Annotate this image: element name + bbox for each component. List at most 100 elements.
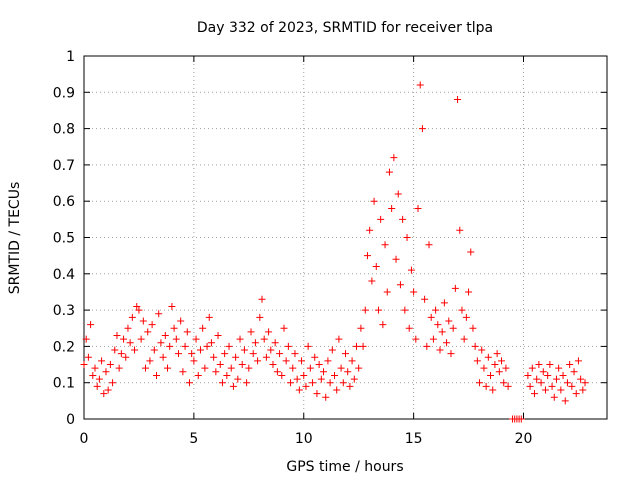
data-point bbox=[396, 281, 404, 289]
data-point bbox=[128, 313, 136, 321]
data-point bbox=[284, 342, 292, 350]
chart-title: Day 332 of 2023, SRMTID for receiver tlp… bbox=[197, 20, 493, 36]
data-point bbox=[410, 288, 418, 296]
data-point bbox=[159, 353, 167, 361]
data-point bbox=[146, 357, 154, 365]
y-axis-label: SRMTID / TECUs bbox=[7, 182, 23, 295]
data-point bbox=[530, 390, 538, 398]
data-point bbox=[170, 324, 178, 332]
data-point bbox=[276, 350, 284, 358]
data-point bbox=[401, 306, 409, 314]
y-tick-label: 0.9 bbox=[53, 85, 75, 101]
x-tick-label: 15 bbox=[405, 431, 423, 447]
data-point bbox=[150, 346, 158, 354]
data-point bbox=[465, 288, 473, 296]
data-point bbox=[227, 364, 235, 372]
x-tick-label: 10 bbox=[295, 431, 313, 447]
data-point bbox=[563, 379, 571, 387]
data-point bbox=[93, 382, 101, 390]
data-point bbox=[304, 342, 312, 350]
data-point bbox=[243, 379, 251, 387]
data-point bbox=[528, 364, 536, 372]
data-point bbox=[262, 353, 270, 361]
data-point bbox=[381, 241, 389, 249]
data-point bbox=[320, 368, 328, 376]
data-point bbox=[403, 234, 411, 241]
data-point bbox=[346, 382, 354, 390]
data-point bbox=[111, 346, 119, 354]
data-point bbox=[429, 335, 437, 343]
data-point bbox=[526, 382, 534, 390]
data-point bbox=[454, 96, 462, 104]
data-point bbox=[190, 357, 198, 365]
data-point bbox=[188, 350, 196, 358]
data-point bbox=[210, 353, 218, 361]
data-point bbox=[469, 324, 477, 332]
x-axis-label: GPS time / hours bbox=[286, 459, 403, 475]
data-point bbox=[566, 361, 574, 369]
data-point bbox=[317, 375, 325, 383]
data-point bbox=[436, 346, 444, 354]
y-tick-label: 0.2 bbox=[53, 339, 75, 355]
data-point bbox=[574, 357, 582, 365]
data-point bbox=[194, 371, 202, 379]
data-point bbox=[311, 353, 319, 361]
data-point bbox=[212, 368, 220, 376]
data-point bbox=[302, 382, 310, 390]
data-point bbox=[581, 379, 589, 387]
data-point bbox=[392, 255, 400, 263]
data-point bbox=[355, 364, 363, 372]
data-point bbox=[271, 339, 279, 347]
y-tick-label: 0.6 bbox=[53, 194, 75, 210]
data-point bbox=[126, 339, 134, 347]
data-point bbox=[570, 368, 578, 376]
data-point bbox=[495, 368, 503, 376]
data-point bbox=[399, 215, 407, 223]
data-point bbox=[493, 350, 501, 358]
data-point bbox=[374, 306, 382, 314]
x-tick-labels: 0 5 10 15 20 bbox=[80, 431, 533, 447]
data-point bbox=[183, 328, 191, 336]
data-point bbox=[467, 248, 475, 256]
data-point bbox=[471, 342, 479, 350]
data-point bbox=[287, 379, 295, 387]
data-point bbox=[124, 324, 132, 332]
data-point bbox=[407, 266, 415, 274]
data-point bbox=[480, 364, 488, 372]
data-point bbox=[117, 350, 125, 358]
data-point bbox=[557, 386, 565, 394]
data-point bbox=[225, 342, 233, 350]
data-point bbox=[256, 313, 264, 321]
data-point bbox=[539, 368, 547, 376]
data-point bbox=[172, 335, 180, 343]
data-point bbox=[524, 371, 532, 379]
data-point bbox=[460, 335, 468, 343]
y-tick-label: 0.5 bbox=[53, 231, 75, 247]
data-point bbox=[350, 375, 358, 383]
data-point bbox=[267, 346, 275, 354]
y-tick-label: 0.3 bbox=[53, 303, 75, 319]
data-point bbox=[335, 335, 343, 343]
data-point bbox=[326, 379, 334, 387]
data-point bbox=[443, 339, 451, 347]
data-point bbox=[385, 168, 393, 176]
data-point bbox=[377, 215, 385, 223]
data-point bbox=[177, 317, 185, 325]
data-point bbox=[352, 342, 360, 350]
data-point bbox=[348, 357, 356, 365]
data-point bbox=[234, 375, 242, 383]
data-point bbox=[185, 379, 193, 387]
data-point bbox=[394, 190, 402, 198]
data-point bbox=[405, 324, 413, 332]
data-point bbox=[306, 364, 314, 372]
data-point bbox=[260, 335, 268, 343]
data-point bbox=[390, 154, 398, 162]
data-point bbox=[427, 313, 435, 321]
data-point bbox=[561, 397, 569, 405]
data-point bbox=[205, 313, 213, 321]
data-point bbox=[280, 324, 288, 332]
data-point bbox=[166, 342, 174, 350]
data-point bbox=[482, 382, 490, 390]
data-point bbox=[104, 386, 112, 394]
